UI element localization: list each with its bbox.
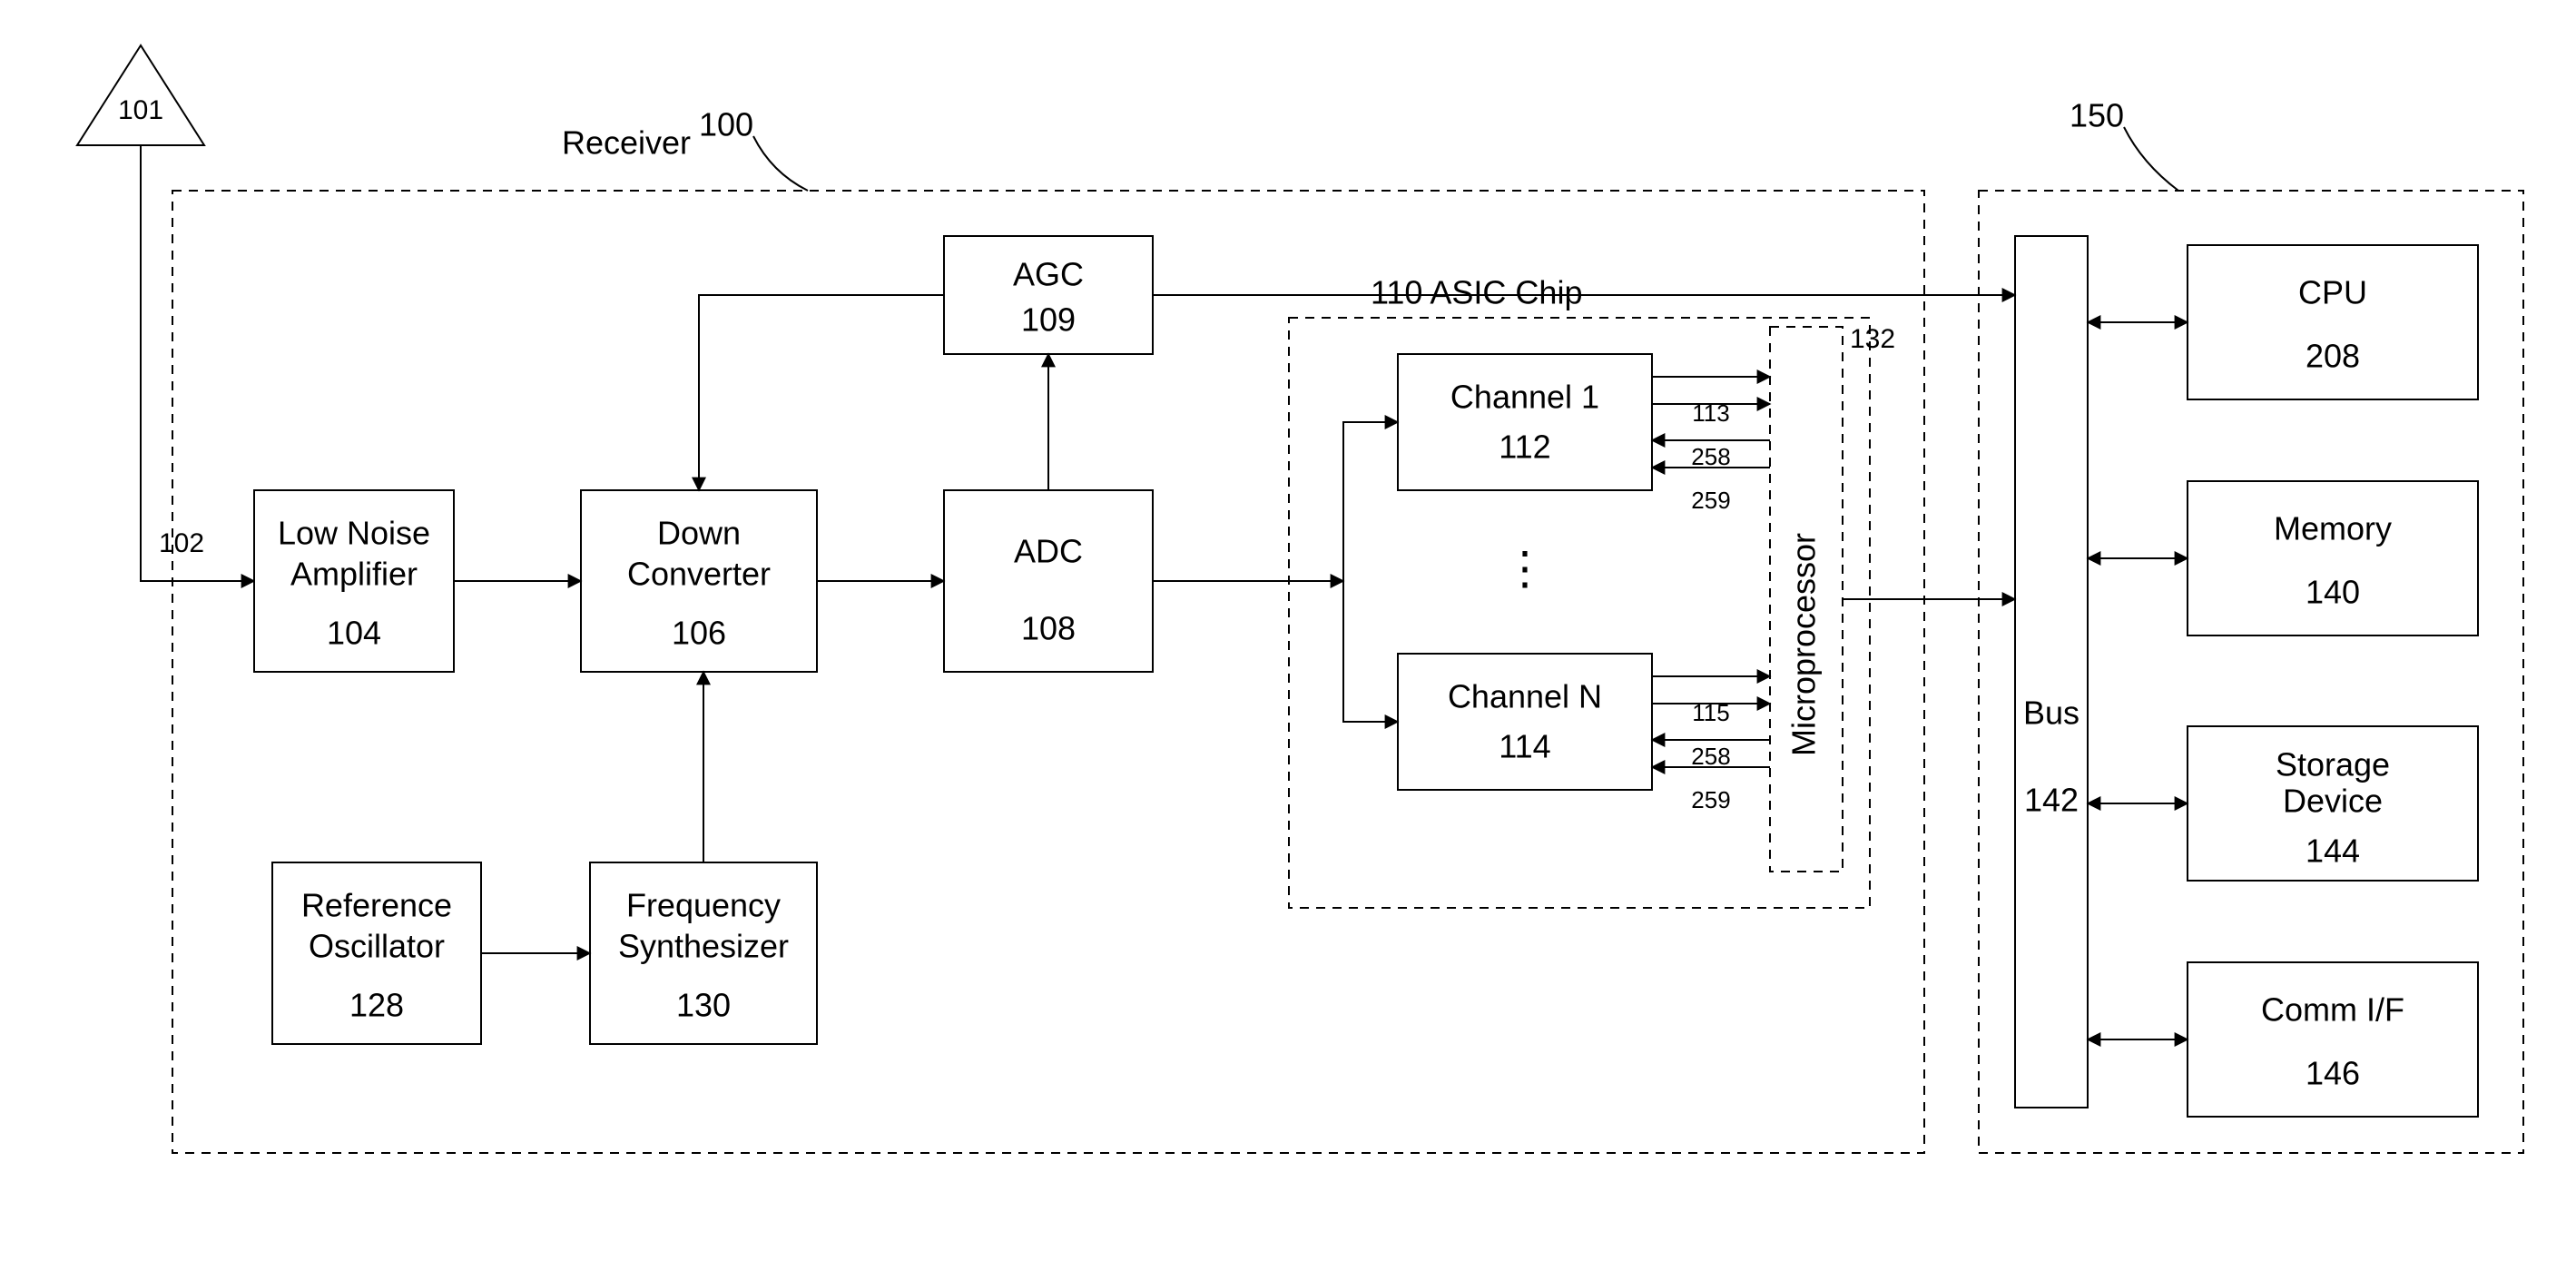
bus-label: Bus [2023,695,2079,732]
antenna-line-ref: 102 [159,528,204,558]
ellipsis-icon: ⋮ [1502,543,1548,594]
svg-text:113: 113 [1692,399,1729,427]
fs-ref: 130 [676,987,731,1024]
adc-ref: 108 [1021,610,1076,647]
lna-ref: 104 [327,615,381,652]
memory-block: Memory 140 [2188,481,2478,635]
channel-n-block: Channel N 114 [1398,654,1652,790]
receiver-ref-leader [753,136,808,191]
system-ref-leader [2124,127,2178,191]
comm-if-block: Comm I/F 146 [2188,962,2478,1117]
system-ref: 150 [2070,97,2124,134]
cpu-block: CPU 208 [2188,245,2478,399]
cpu-label: CPU [2298,274,2367,311]
channel-1-block: Channel 1 112 [1398,354,1652,490]
mproc-ref: 132 [1850,324,1895,354]
antenna-to-lna-arrow [141,145,254,581]
bus-ref: 142 [2024,782,2079,819]
down-converter-block: Down Converter 106 [581,490,817,672]
agc-label: AGC [1013,256,1084,293]
svg-text:259: 259 [1691,487,1730,514]
antenna-ref: 101 [118,95,163,125]
fs-label-1: Frequency [626,887,781,924]
dc-label-2: Converter [627,556,771,593]
comm-label: Comm I/F [2261,991,2404,1029]
antenna-icon: 101 [77,45,204,145]
ch1-ref: 112 [1499,429,1550,466]
receiver-ref: 100 [699,106,753,143]
ch1-label: Channel 1 [1450,379,1599,416]
agc-block: AGC 109 [944,236,1153,354]
stor-ref: 144 [2306,832,2360,870]
chn-ref: 114 [1499,728,1550,765]
asic-title: 110 ASIC Chip [1371,274,1582,311]
channel-mproc-refs: 113 258 259 115 258 259 [1691,399,1730,813]
refosc-label-2: Oscillator [309,928,445,965]
storage-block: Storage Device 144 [2188,726,2478,881]
dc-ref: 106 [672,615,726,652]
mem-label: Memory [2274,510,2392,547]
svg-text:258: 258 [1691,743,1730,770]
svg-text:259: 259 [1691,786,1730,813]
chn-label: Channel N [1448,678,1602,715]
refosc-label-1: Reference [301,887,452,924]
bus-block: Bus 142 [2015,236,2088,1108]
fs-label-2: Synthesizer [618,928,789,965]
adc-block: ADC 108 [944,490,1153,672]
microprocessor-block: Microprocessor 132 [1770,324,1895,872]
agc-ref: 109 [1021,301,1076,339]
mem-ref: 140 [2306,574,2360,611]
receiver-title: Receiver [562,124,691,162]
lna-block: Low Noise Amplifier 104 [254,490,454,672]
stor-label-1: Storage [2276,746,2390,783]
lna-label-2: Amplifier [290,556,418,593]
lna-label-1: Low Noise [278,515,430,552]
dc-label-1: Down [657,515,741,552]
block-diagram: 101 102 Receiver 100 150 Low Noise Ampli… [0,0,2576,1261]
svg-text:115: 115 [1692,699,1729,726]
cpu-ref: 208 [2306,338,2360,375]
svg-text:258: 258 [1691,443,1730,470]
adc-label: ADC [1014,533,1083,570]
comm-ref: 146 [2306,1055,2360,1092]
ref-oscillator-block: Reference Oscillator 128 [272,862,481,1044]
mproc-label: Microprocessor [1785,533,1823,756]
stor-label-2: Device [2283,783,2383,820]
refosc-ref: 128 [349,987,404,1024]
freq-synth-block: Frequency Synthesizer 130 [590,862,817,1044]
